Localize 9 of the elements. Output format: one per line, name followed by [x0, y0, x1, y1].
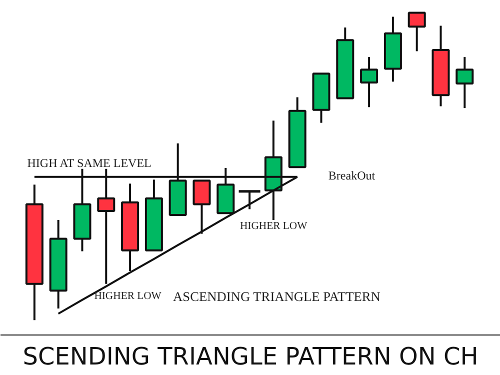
candlestick	[408, 12, 426, 52]
candlestick	[456, 56, 474, 110]
annotation: BreakOut	[328, 168, 376, 183]
annotation: HIGHER LOW	[240, 221, 308, 232]
candlestick	[360, 56, 378, 108]
annotation: HIGH AT SAME LEVEL	[27, 156, 152, 170]
text: SCENDING TRIANGLE PATTERN ON CH	[22, 342, 478, 370]
annotation: HIGHER LOW	[94, 290, 162, 302]
annotation: ASCENDING TRIANGLE PATTERN	[173, 288, 381, 304]
